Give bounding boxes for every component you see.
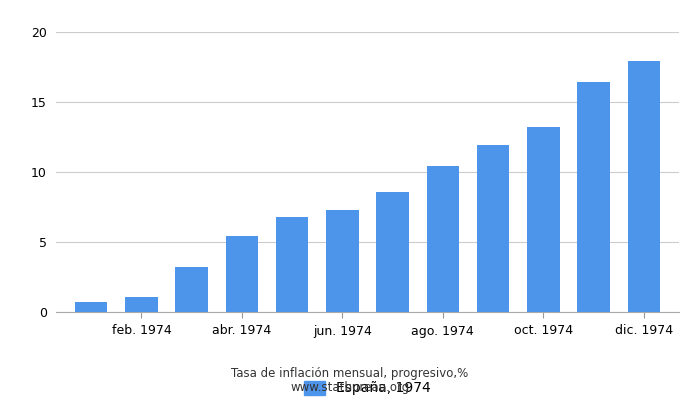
Bar	[175, 267, 208, 312]
Bar	[326, 210, 358, 312]
Bar	[276, 217, 309, 312]
Bar	[75, 302, 108, 312]
Bar	[377, 192, 409, 312]
Bar	[225, 236, 258, 312]
Bar	[527, 127, 560, 312]
Bar	[426, 166, 459, 312]
Bar	[578, 82, 610, 312]
Text: www.statbureau.org: www.statbureau.org	[290, 382, 410, 394]
Bar	[627, 62, 660, 312]
Bar	[125, 297, 158, 312]
Bar	[477, 146, 510, 312]
Legend: España, 1974: España, 1974	[299, 375, 436, 400]
Text: Tasa de inflación mensual, progresivo,%: Tasa de inflación mensual, progresivo,%	[232, 368, 468, 380]
